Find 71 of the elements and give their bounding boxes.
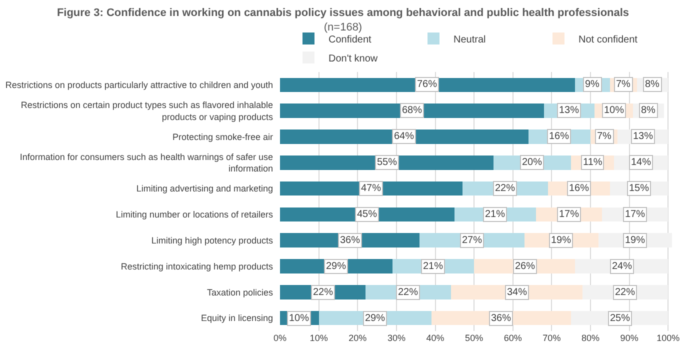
x-tick-label: 80% bbox=[581, 333, 600, 343]
data-label: 68% bbox=[402, 105, 422, 116]
data-label: 11% bbox=[583, 157, 602, 168]
y-tick-label: Restrictions on certain product types such as flavored inhalable products or vaping products bbox=[20, 100, 274, 122]
x-tick-label: 0% bbox=[273, 333, 287, 343]
legend-label: Not confident bbox=[578, 34, 638, 46]
data-label: 19% bbox=[551, 235, 572, 246]
y-tick-label: Limiting high potency products bbox=[151, 236, 274, 246]
bar bbox=[280, 104, 544, 118]
data-label: 19% bbox=[625, 235, 646, 246]
data-label: 34% bbox=[507, 287, 528, 298]
y-tick-label: Restricting intoxicating hemp products bbox=[120, 261, 274, 272]
data-label: 13% bbox=[559, 105, 580, 116]
y-tick-label: Information for consumers such as health warnings of safer use information bbox=[20, 152, 273, 174]
legend-label: Confident bbox=[328, 34, 372, 46]
data-label: 24% bbox=[612, 261, 632, 272]
data-label: 9% bbox=[585, 79, 600, 90]
bar bbox=[280, 130, 528, 144]
x-tick-label: 40% bbox=[426, 333, 444, 343]
data-label: 22% bbox=[615, 287, 636, 298]
x-tick-label: 30% bbox=[387, 333, 406, 343]
data-label: 7% bbox=[616, 79, 631, 90]
data-label: 10% bbox=[289, 313, 310, 324]
data-label: 15% bbox=[629, 183, 650, 194]
bar bbox=[280, 156, 494, 170]
data-label: 36% bbox=[491, 313, 512, 324]
y-tick-label: Protecting smoke-free air bbox=[172, 132, 273, 142]
data-label: 22% bbox=[313, 287, 334, 298]
data-label: 26% bbox=[515, 261, 536, 272]
y-tick-label: Limiting number or locations of retailers bbox=[116, 210, 274, 220]
data-label: 7% bbox=[597, 131, 612, 142]
data-label: 45% bbox=[357, 209, 378, 220]
x-tick-label: 10% bbox=[310, 333, 328, 343]
data-label: 13% bbox=[633, 131, 654, 142]
data-label: 8% bbox=[641, 105, 656, 116]
data-label: 22% bbox=[398, 287, 418, 298]
data-label: 16% bbox=[549, 131, 570, 142]
x-tick-label: 90% bbox=[620, 333, 638, 343]
y-tick-label: Taxation policies bbox=[206, 287, 274, 298]
y-tick-label: Limiting advertising and marketing bbox=[136, 184, 273, 194]
data-label: 25% bbox=[610, 313, 630, 324]
chart-subtitle: (n=168) bbox=[324, 21, 362, 34]
data-label: 29% bbox=[365, 313, 386, 324]
data-label: 17% bbox=[559, 209, 580, 220]
chart-title: Figure 3: Confidence in working on cannabis policy issues among behavioral and public health professionals bbox=[56, 7, 630, 20]
data-label: 29% bbox=[326, 261, 346, 272]
x-tick-label: 20% bbox=[348, 333, 367, 343]
y-tick-label: Equity in licensing bbox=[200, 313, 273, 324]
data-label: 47% bbox=[361, 183, 382, 194]
data-label: 10% bbox=[604, 105, 624, 116]
data-label: 16% bbox=[569, 183, 590, 194]
data-label: 14% bbox=[631, 157, 652, 168]
x-tick-label: 100% bbox=[656, 333, 680, 343]
data-label: 17% bbox=[625, 209, 646, 220]
x-tick-label: 50% bbox=[465, 333, 484, 343]
legend-label: Don't know bbox=[328, 53, 378, 64]
y-tick-label: Restrictions on products particularly attractive to children and youth bbox=[5, 80, 273, 90]
data-label: 64% bbox=[394, 131, 414, 142]
bar bbox=[280, 78, 575, 92]
data-label: 27% bbox=[462, 235, 482, 246]
x-tick-label: 70% bbox=[542, 333, 561, 343]
legend-label: Neutral bbox=[454, 34, 486, 46]
data-label: 21% bbox=[423, 261, 444, 272]
data-label: 36% bbox=[340, 235, 360, 246]
data-label: 8% bbox=[645, 79, 660, 90]
data-label: 21% bbox=[485, 209, 506, 220]
x-tick-label: 60% bbox=[504, 333, 522, 343]
data-label: 22% bbox=[495, 183, 516, 194]
data-label: 55% bbox=[377, 157, 398, 168]
data-label: 20% bbox=[522, 157, 542, 168]
data-label: 76% bbox=[417, 79, 438, 90]
